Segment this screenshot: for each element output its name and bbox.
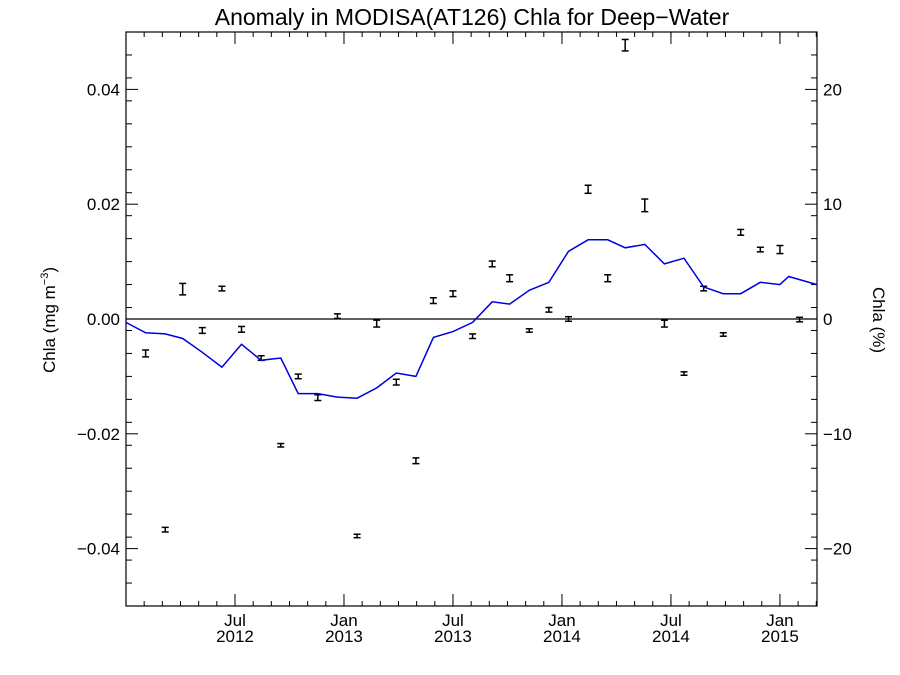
axis-tick-labels: 0.040.020.00−0.02−0.0420100−10−20Jul2012… bbox=[77, 80, 852, 646]
left-axis-label-exponent: −3 bbox=[39, 273, 51, 286]
errorbar-point bbox=[353, 533, 361, 539]
errorbar-point bbox=[604, 274, 612, 283]
right-axis-label: Chla (%) bbox=[869, 287, 888, 353]
errorbar-point bbox=[621, 38, 629, 52]
x-tick-label-year: 2013 bbox=[325, 627, 363, 646]
errorbar-point bbox=[373, 319, 381, 328]
chart-title: Anomaly in MODISA(AT126) Chla for Deep−W… bbox=[215, 4, 730, 30]
errorbar-point bbox=[333, 313, 341, 320]
x-tick-label-month: Jul bbox=[224, 611, 246, 630]
errorbar-point bbox=[294, 373, 302, 380]
errorbar-point bbox=[161, 526, 169, 533]
errorbar-point bbox=[545, 306, 553, 313]
left-tick-label: 0.02 bbox=[87, 195, 120, 214]
errorbar-point bbox=[469, 333, 477, 340]
errorbar-point bbox=[449, 290, 457, 298]
errorbar-point bbox=[392, 378, 400, 386]
errorbar-point bbox=[142, 349, 150, 358]
x-tick-label-month: Jan bbox=[330, 611, 357, 630]
errorbar-point bbox=[776, 244, 784, 255]
errorbar-point bbox=[429, 297, 437, 305]
x-tick-label-month: Jul bbox=[660, 611, 682, 630]
left-tick-label: 0.00 bbox=[87, 310, 120, 329]
x-tick-label-year: 2013 bbox=[434, 627, 472, 646]
errorbar-point bbox=[198, 326, 206, 335]
errorbar-point bbox=[525, 328, 533, 333]
right-tick-label: −10 bbox=[823, 425, 852, 444]
errorbar-point bbox=[584, 184, 592, 195]
left-axis-label-base: Chla (mg m bbox=[40, 285, 59, 373]
errorbar-point bbox=[179, 282, 187, 296]
x-tick-label-year: 2014 bbox=[543, 627, 581, 646]
errorbar-point bbox=[238, 325, 246, 333]
x-tick-label-year: 2012 bbox=[216, 627, 254, 646]
left-axis-label: Chla (mg m−3) bbox=[39, 267, 59, 373]
anomaly-errorbar-series bbox=[142, 38, 804, 539]
errorbar-point bbox=[277, 442, 285, 448]
errorbar-point bbox=[314, 394, 322, 402]
right-tick-label: 10 bbox=[823, 195, 842, 214]
right-tick-label: 20 bbox=[823, 80, 842, 99]
errorbar-point bbox=[412, 457, 420, 465]
percent-anomaly-line bbox=[125, 239, 818, 399]
errorbar-point bbox=[641, 198, 649, 213]
left-tick-label: −0.04 bbox=[77, 540, 120, 559]
errorbar-point bbox=[680, 371, 688, 377]
errorbar-point bbox=[660, 319, 668, 328]
errorbar-point bbox=[506, 274, 514, 283]
left-tick-label: 0.04 bbox=[87, 80, 120, 99]
percent-anomaly-line-series bbox=[125, 239, 818, 399]
x-tick-label-month: Jan bbox=[766, 611, 793, 630]
left-axis-label-close: ) bbox=[40, 267, 59, 273]
right-tick-label: 0 bbox=[823, 310, 832, 329]
errorbar-point bbox=[488, 260, 496, 268]
errorbar-point bbox=[737, 228, 745, 236]
errorbar-point bbox=[796, 316, 804, 323]
errorbar-point bbox=[218, 285, 226, 292]
errorbar-point bbox=[756, 246, 764, 253]
axis-ticks bbox=[125, 31, 817, 607]
x-tick-label-month: Jan bbox=[548, 611, 575, 630]
errorbar-point bbox=[719, 332, 727, 337]
x-tick-label-month: Jul bbox=[442, 611, 464, 630]
x-tick-label-year: 2015 bbox=[761, 627, 799, 646]
errorbar-point bbox=[565, 315, 573, 323]
x-tick-label-year: 2014 bbox=[652, 627, 690, 646]
left-tick-label: −0.02 bbox=[77, 425, 120, 444]
right-tick-label: −20 bbox=[823, 540, 852, 559]
